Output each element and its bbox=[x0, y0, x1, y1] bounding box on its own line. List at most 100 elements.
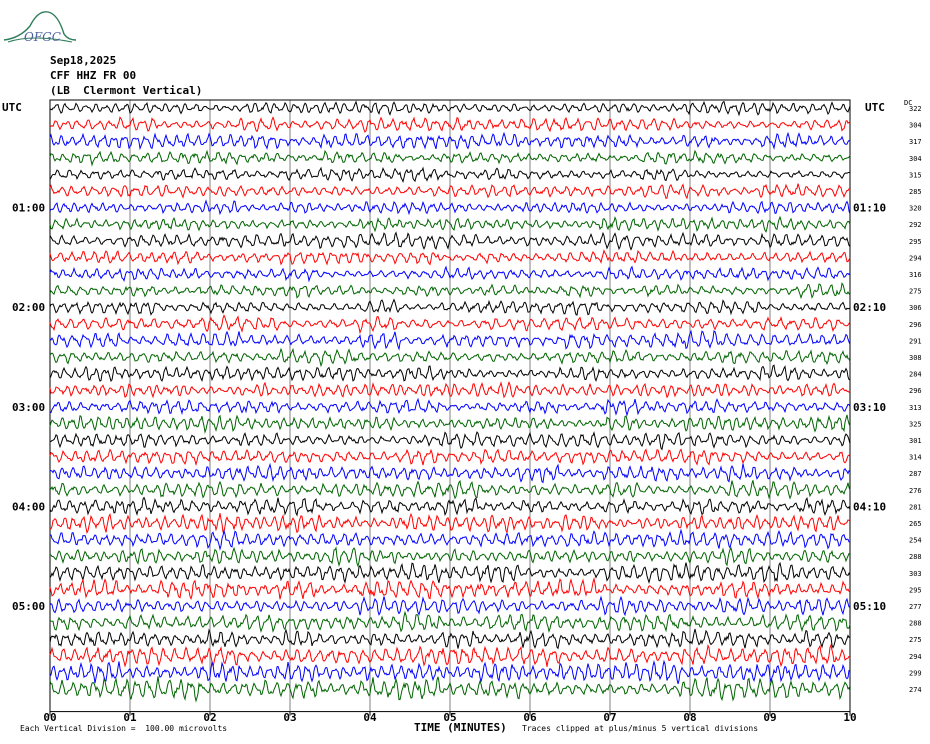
seismic-trace bbox=[49, 265, 851, 283]
seismic-trace bbox=[49, 282, 851, 300]
seismic-trace bbox=[49, 546, 851, 568]
dc-offset-label: 295 bbox=[909, 238, 922, 246]
seismic-trace bbox=[49, 149, 851, 167]
seismic-trace bbox=[49, 314, 851, 335]
left-time-label: 04:00 bbox=[12, 500, 45, 513]
seismic-trace bbox=[49, 166, 851, 183]
seismic-trace bbox=[49, 659, 851, 684]
seismic-trace bbox=[49, 329, 851, 351]
dc-offset-label: 322 bbox=[909, 105, 922, 113]
x-axis-label: TIME (MINUTES) bbox=[414, 721, 507, 734]
dc-label: DC bbox=[904, 99, 913, 107]
seismic-trace bbox=[49, 610, 851, 633]
dc-offset-label: 292 bbox=[909, 221, 922, 229]
dc-offset-label: 314 bbox=[909, 454, 922, 462]
seismic-trace bbox=[49, 414, 851, 434]
x-tick-label: 03 bbox=[283, 711, 296, 724]
dc-offset-label: 304 bbox=[909, 155, 922, 163]
left-time-label: 02:00 bbox=[12, 301, 45, 314]
right-time-label: 01:10 bbox=[853, 202, 886, 215]
seismic-trace bbox=[49, 199, 851, 216]
logo-text: OFGC bbox=[24, 30, 61, 44]
seismic-trace bbox=[49, 676, 851, 703]
x-tick-label: 04 bbox=[363, 711, 377, 724]
dc-offset-label: 288 bbox=[909, 553, 922, 561]
dc-offset-label: 299 bbox=[909, 669, 922, 677]
dc-offset-label: 296 bbox=[909, 321, 922, 329]
seismic-trace bbox=[49, 131, 851, 151]
header-date: Sep18,2025 bbox=[50, 54, 117, 67]
footer-scale: Each Vertical Division = 100.00 microvol… bbox=[20, 724, 228, 733]
dc-offset-label: 285 bbox=[909, 188, 922, 196]
x-tick-label: 07 bbox=[603, 711, 616, 724]
labels: 00 01 02 03 04 05 06 07 08 09 10 322 304 317 304 315 285… bbox=[12, 105, 922, 724]
footer-clip: Traces clipped at plus/minus 5 vertical … bbox=[522, 724, 759, 733]
x-tick-label: 06 bbox=[523, 711, 537, 724]
seismic-trace bbox=[49, 231, 851, 251]
dc-offset-label: 275 bbox=[909, 288, 922, 296]
dc-offset-label: 277 bbox=[909, 603, 922, 611]
seismic-trace bbox=[49, 479, 851, 500]
header-station: CFF HHZ FR 00 bbox=[50, 69, 137, 82]
dc-offset-label: 303 bbox=[909, 570, 922, 578]
seismic-trace bbox=[49, 528, 851, 551]
seismic-trace bbox=[49, 116, 851, 133]
seismic-trace bbox=[49, 496, 851, 517]
dc-offset-label: 301 bbox=[909, 437, 922, 445]
seismic-trace bbox=[49, 380, 851, 399]
x-tick-label: 08 bbox=[683, 711, 696, 724]
left-time-label: 05:00 bbox=[12, 600, 45, 613]
x-tick-label: 05 bbox=[443, 711, 456, 724]
seismic-trace bbox=[49, 628, 851, 650]
dc-offset-label: 287 bbox=[909, 470, 922, 478]
dc-offset-label: 317 bbox=[909, 138, 922, 146]
seismic-trace bbox=[49, 364, 851, 383]
seismic-trace bbox=[49, 347, 851, 368]
seismic-trace bbox=[49, 215, 851, 233]
dc-offset-label: 306 bbox=[909, 304, 922, 312]
seismic-trace bbox=[49, 448, 851, 467]
dc-offset-label: 275 bbox=[909, 636, 922, 644]
dc-offset-label: 315 bbox=[909, 171, 922, 179]
logo-mountain-line bbox=[3, 11, 77, 41]
right-time-label: 02:10 bbox=[853, 301, 886, 314]
dc-offset-label: 295 bbox=[909, 586, 922, 594]
traces bbox=[49, 100, 851, 703]
right-time-label: 04:10 bbox=[853, 500, 886, 513]
dc-offset-label: 325 bbox=[909, 420, 922, 428]
seismic-trace bbox=[49, 643, 851, 668]
seismic-trace bbox=[49, 431, 851, 451]
seismic-trace bbox=[49, 298, 851, 316]
left-time-label: 01:00 bbox=[12, 202, 45, 215]
dc-offset-label: 265 bbox=[909, 520, 922, 528]
left-time-label: 03:00 bbox=[12, 401, 45, 414]
dc-offset-label: 308 bbox=[909, 354, 922, 362]
dc-offset-label: 291 bbox=[909, 337, 922, 345]
dc-offset-label: 316 bbox=[909, 271, 922, 279]
dc-offset-label: 254 bbox=[909, 537, 922, 545]
grid bbox=[49, 99, 851, 716]
x-tick-label: 01 bbox=[123, 711, 137, 724]
ofgc-logo: OFGC bbox=[3, 11, 77, 44]
seismic-trace bbox=[49, 100, 851, 117]
x-tick-label: 10 bbox=[843, 711, 856, 724]
x-tick-label: 02 bbox=[203, 711, 216, 724]
seismic-trace bbox=[49, 183, 851, 200]
dc-offset-label: 320 bbox=[909, 205, 922, 213]
dc-offset-label: 274 bbox=[909, 686, 922, 694]
dc-offset-label: 294 bbox=[909, 653, 922, 661]
dc-offset-label: 296 bbox=[909, 387, 922, 395]
dc-offset-label: 281 bbox=[909, 503, 922, 511]
dc-offset-label: 294 bbox=[909, 254, 922, 262]
seismic-trace bbox=[49, 576, 851, 601]
dc-offset-label: 284 bbox=[909, 371, 922, 379]
header-location: (LB Clermont Vertical) bbox=[50, 84, 203, 97]
dc-offset-label: 288 bbox=[909, 620, 922, 628]
x-tick-label: 00 bbox=[43, 711, 56, 724]
utc-right-label: UTC bbox=[865, 101, 885, 114]
right-time-label: 05:10 bbox=[853, 600, 886, 613]
seismic-trace bbox=[49, 397, 851, 417]
right-time-label: 03:10 bbox=[853, 401, 886, 414]
seismic-trace bbox=[49, 561, 851, 585]
